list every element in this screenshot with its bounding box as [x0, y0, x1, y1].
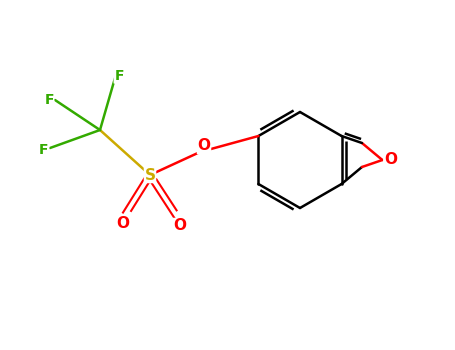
Text: F: F	[114, 69, 124, 83]
Text: O: O	[384, 153, 397, 168]
Text: S: S	[145, 168, 156, 182]
Text: O: O	[197, 139, 211, 154]
Text: O: O	[173, 218, 187, 233]
Text: F: F	[39, 143, 49, 157]
Text: F: F	[44, 93, 54, 107]
Text: O: O	[116, 216, 130, 231]
